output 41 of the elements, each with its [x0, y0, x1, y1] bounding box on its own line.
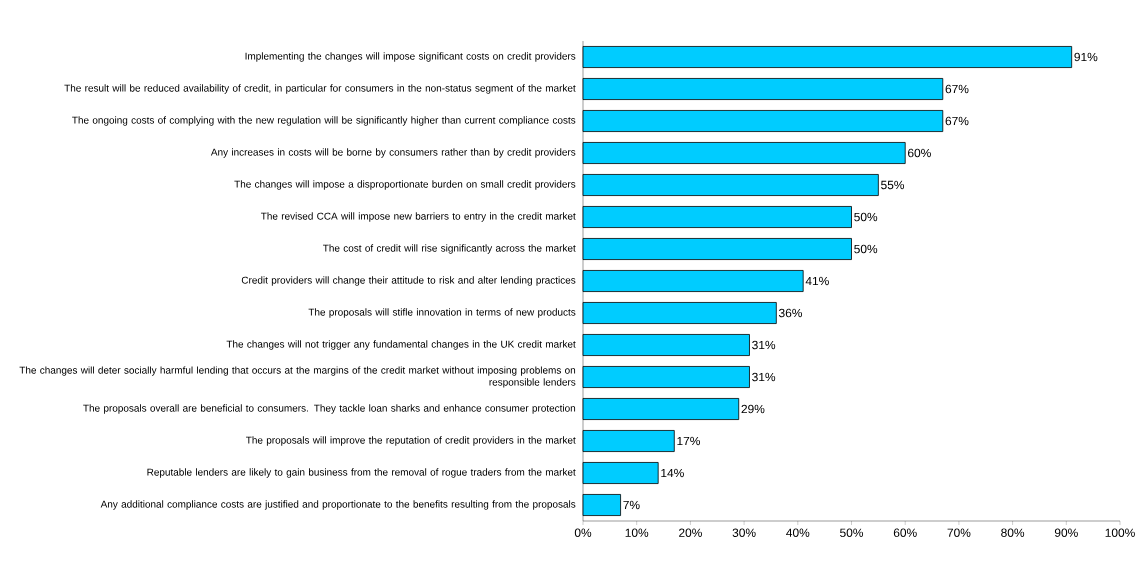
y-tick-label: Any increases in costs will be borne by consumers rather than by credit providers: [210, 148, 576, 158]
y-tick-label: The changes will deter socially harmful lending that occurs at the margins of the credit market without imposing problems on responsible lenders: [19, 366, 576, 388]
data-label: 14%: [661, 468, 684, 478]
data-label: 67%: [945, 116, 969, 126]
y-tick-label: The changes will impose a disproportionate burden on small credit providers: [234, 180, 576, 190]
y-tick-label: The changes will not trigger any fundamental changes in the UK credit market: [226, 340, 576, 350]
y-tick-label: The proposals overall are beneficial to consumers. They tackle loan sharks and enhance consumer protection: [83, 404, 576, 414]
x-tick-label: 0%: [574, 528, 592, 537]
data-label: 91%: [1074, 52, 1098, 62]
data-label: 67%: [945, 84, 969, 94]
y-tick-label: The cost of credit will rise significantly across the market: [322, 244, 576, 254]
data-label: 36%: [778, 308, 803, 318]
x-tick-label: 30%: [732, 528, 756, 537]
x-tick-label: 40%: [786, 528, 810, 537]
data-label: 29%: [741, 404, 765, 414]
data-label: 31%: [752, 372, 776, 382]
x-tick-label: 90%: [1054, 528, 1078, 537]
y-tick-label: The proposals will stifle innovation in terms of new products: [308, 308, 576, 318]
data-label: 7%: [623, 500, 640, 510]
y-tick-label: The proposals will improve the reputation of credit providers in the market: [246, 436, 576, 446]
y-tick-label: The ongoing costs of complying with the new regulation will be significantly higher than current compliance costs: [72, 116, 576, 126]
x-tick-label: 100%: [1105, 528, 1135, 537]
data-label: 41%: [805, 276, 829, 286]
data-label: 50%: [854, 212, 878, 222]
y-tick-label: Credit providers will change their attitude to risk and alter lending practices: [241, 276, 576, 286]
data-label: 17%: [677, 436, 700, 446]
x-tick-label: 20%: [679, 528, 702, 537]
data-label: 31%: [752, 340, 776, 350]
y-tick-label: Any additional compliance costs are justified and proportionate to the benefits resulting from the proposals: [100, 500, 576, 510]
x-tick-label: 50%: [840, 528, 864, 537]
y-tick-label: The revised CCA will impose new barriers to entry in the credit market: [260, 212, 576, 222]
x-tick-label: 10%: [625, 528, 649, 537]
x-tick-label: 80%: [1001, 528, 1025, 537]
x-tick-label: 70%: [947, 528, 971, 537]
x-tick-label: 60%: [893, 528, 917, 537]
y-tick-label: Implementing the changes will impose significant costs on credit providers: [245, 52, 576, 62]
y-tick-label: The result will be reduced availability of credit, in particular for consumers in the non-status segment of the market: [64, 84, 576, 94]
data-label: 60%: [908, 148, 931, 158]
data-label: 50%: [854, 244, 878, 254]
data-label: 55%: [881, 180, 905, 190]
y-tick-label: Reputable lenders are likely to gain business from the removal of rogue traders from the market: [147, 468, 576, 478]
